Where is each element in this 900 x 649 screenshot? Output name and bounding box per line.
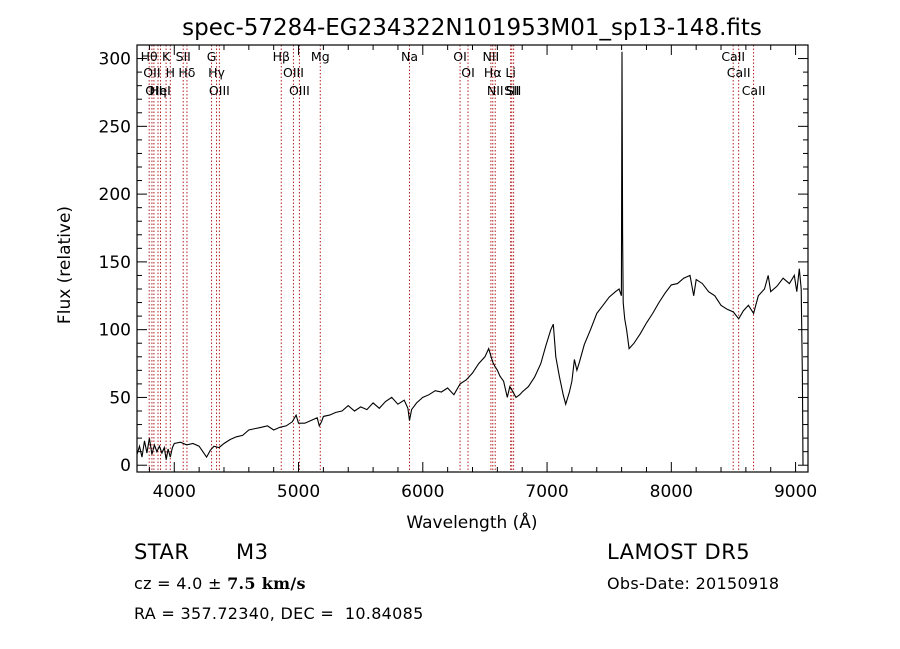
line-marker-label: Hδ bbox=[178, 65, 195, 80]
y-tick-label: 150 bbox=[99, 253, 131, 273]
cz-prefix: cz = 4.0 ± bbox=[134, 574, 228, 593]
object-class: STAR bbox=[134, 540, 190, 564]
line-marker-label: OIII bbox=[283, 65, 304, 80]
line-marker-label: H bbox=[166, 65, 175, 80]
line-marker-label: Hα bbox=[484, 65, 502, 80]
y-tick-label: 100 bbox=[99, 321, 131, 341]
cz-unit: km/s bbox=[255, 574, 306, 593]
x-axis-ticks: 4000 5000 6000 7000 8000 9000 bbox=[148, 45, 817, 502]
line-marker-label: OIII bbox=[289, 83, 310, 98]
line-marker-label: CaII bbox=[742, 83, 766, 98]
x-tick-label: 7000 bbox=[525, 482, 568, 502]
line-marker-label: NII bbox=[487, 83, 504, 98]
line-marker-label: Li bbox=[505, 65, 515, 80]
x-tick-label: 4000 bbox=[153, 482, 196, 502]
line-marker-label: OIII bbox=[209, 83, 230, 98]
y-tick-label: 200 bbox=[99, 185, 131, 205]
line-marker-label: Hθ bbox=[141, 49, 158, 64]
line-marker-label: Na bbox=[401, 49, 418, 64]
x-tick-label: 9000 bbox=[774, 482, 817, 502]
object-subclass: M3 bbox=[236, 540, 269, 564]
line-marker-label: OI bbox=[461, 65, 475, 80]
y-tick-label: 250 bbox=[99, 117, 131, 137]
line-marker-label: OII bbox=[145, 83, 162, 98]
x-tick-label: 8000 bbox=[650, 482, 693, 502]
emission-line-markers bbox=[148, 45, 755, 472]
line-marker-label: OI bbox=[453, 49, 467, 64]
x-tick-label: 6000 bbox=[401, 482, 444, 502]
obs-date: Obs-Date: 20150918 bbox=[607, 574, 780, 593]
line-marker-label: K bbox=[162, 49, 171, 64]
line-marker-label: NII bbox=[483, 49, 500, 64]
line-marker-label: CaII bbox=[727, 65, 751, 80]
line-marker-label: HeI bbox=[150, 83, 171, 98]
line-marker-label: SII bbox=[504, 83, 519, 98]
coordinates: RA = 357.72340, DEC = 10.84085 bbox=[134, 604, 424, 623]
line-marker-label: Hη bbox=[149, 83, 166, 98]
line-marker-label: G bbox=[207, 49, 217, 64]
line-marker-label: SII bbox=[506, 83, 521, 98]
spectrum-line bbox=[136, 51, 804, 466]
y-tick-label: 0 bbox=[120, 456, 131, 476]
chart-title: spec-57284-EG234322N101953M01_sp13-148.f… bbox=[182, 15, 762, 41]
line-marker-label: Hβ bbox=[273, 49, 290, 64]
line-marker-label: CaII bbox=[721, 49, 745, 64]
plot-frame bbox=[136, 44, 809, 473]
line-marker-label: Hγ bbox=[208, 65, 225, 80]
y-tick-label: 300 bbox=[99, 50, 131, 70]
line-marker-label: Mg bbox=[311, 49, 330, 64]
line-marker-label: OII bbox=[143, 65, 160, 80]
redshift-readout: cz = 4.0 ± 7.5 km/s bbox=[134, 574, 306, 593]
y-axis-label: Flux (relative) bbox=[55, 206, 75, 324]
x-axis-label: Wavelength (Å) bbox=[406, 511, 537, 533]
cz-error: 7.5 bbox=[227, 574, 256, 593]
y-tick-label: 50 bbox=[109, 388, 131, 408]
line-marker-label: SII bbox=[176, 49, 191, 64]
x-tick-label: 5000 bbox=[277, 482, 320, 502]
y-axis-ticks: 0 50 100 150 200 250 300 bbox=[99, 50, 808, 476]
survey-name: LAMOST DR5 bbox=[607, 540, 751, 564]
